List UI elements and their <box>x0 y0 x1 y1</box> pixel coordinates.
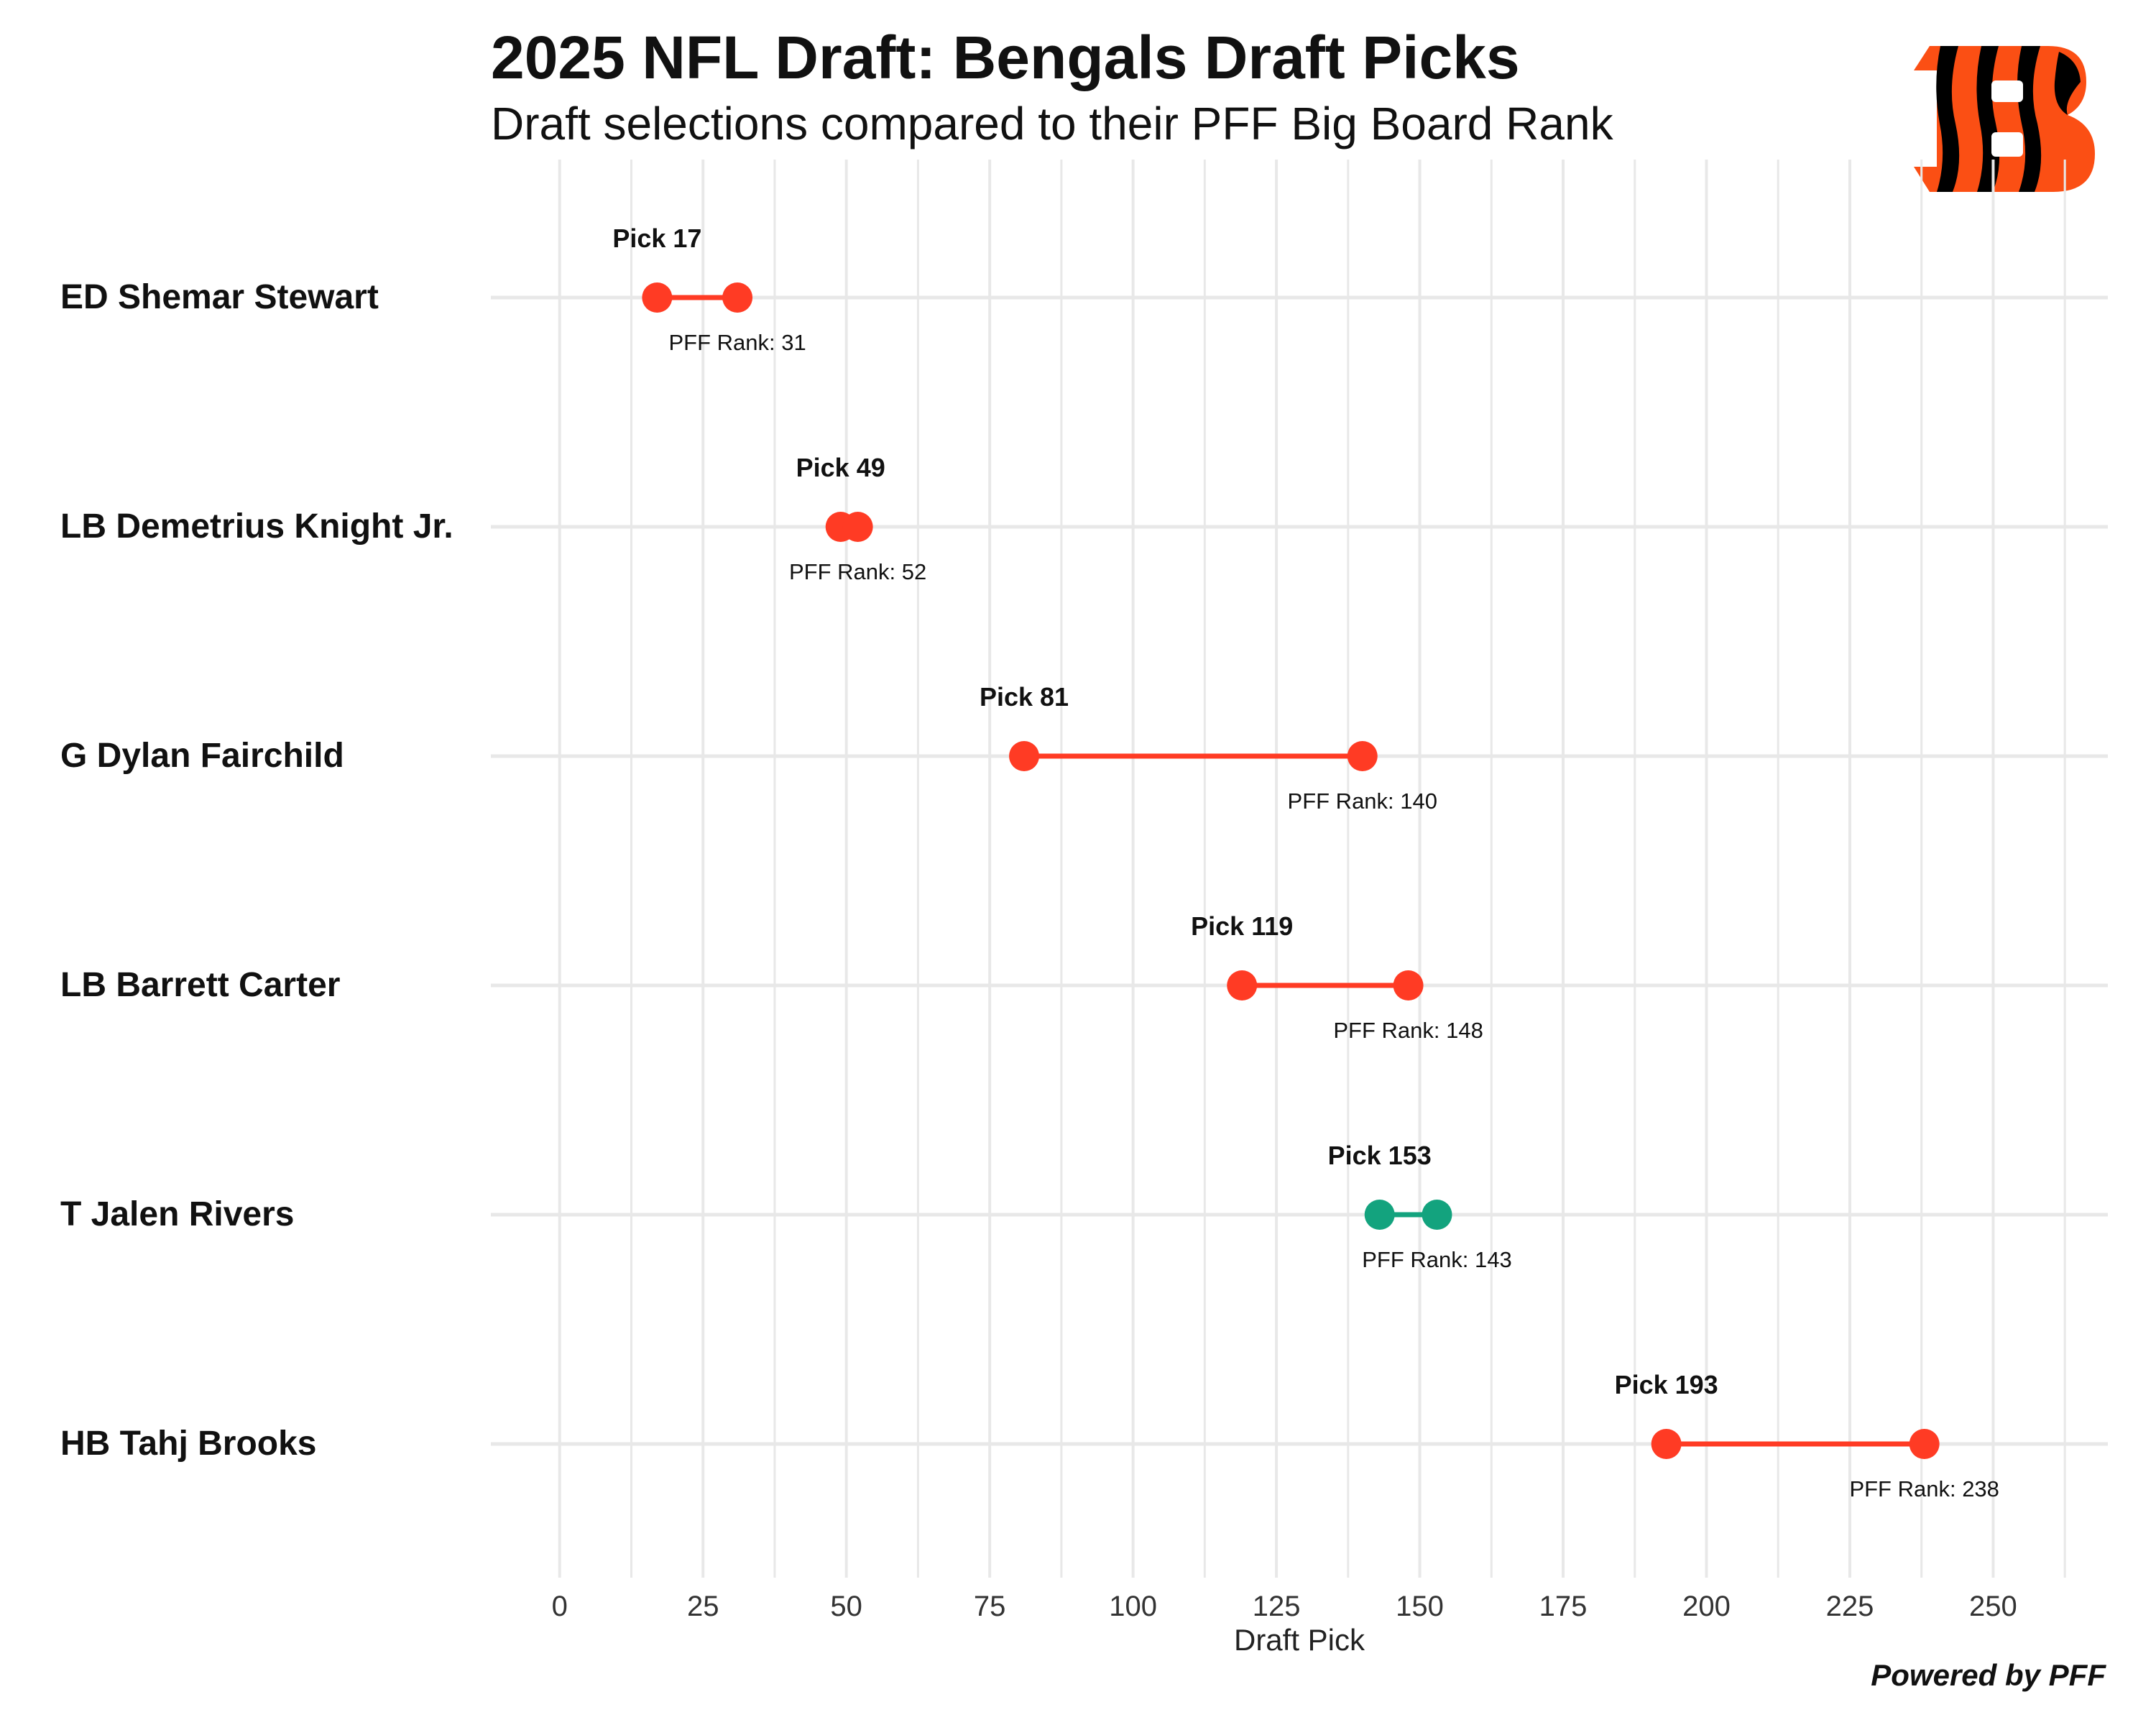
row-layer <box>491 295 2108 1446</box>
powered-by-credit: Powered by PFF <box>1871 1658 2106 1692</box>
x-tick-label: 75 <box>974 1591 1006 1622</box>
x-axis: 0 25 50 75 100 125 150 175 200 225 250 <box>552 1591 2017 1622</box>
pff-rank-point <box>1393 970 1424 1000</box>
x-tick-label: 50 <box>830 1591 862 1622</box>
pff-rank-label: PFF Rank: 238 <box>1849 1476 1999 1501</box>
pff-rank-point <box>1909 1429 1940 1459</box>
x-tick-label: 100 <box>1109 1591 1157 1622</box>
logo-stripe-3 <box>2017 46 2042 192</box>
x-axis-title: Draft Pick <box>1234 1623 1365 1657</box>
pick-label: Pick 153 <box>1328 1141 1432 1170</box>
pick-label: Pick 193 <box>1615 1370 1718 1399</box>
logo-stripe-1 <box>1936 46 1960 192</box>
player-label: LB Demetrius Knight Jr. <box>60 507 453 546</box>
pff-rank-point <box>1364 1200 1395 1230</box>
bengals-logo-icon <box>1914 46 2095 192</box>
mark-layer: ED Shemar Stewart Pick 17 PFF Rank: 31 LB D… <box>60 224 1999 1501</box>
draft-pick-point <box>1422 1200 1452 1230</box>
x-tick-label: 250 <box>1969 1591 2017 1622</box>
pff-rank-label: PFF Rank: 52 <box>789 559 926 584</box>
pff-rank-label: PFF Rank: 140 <box>1288 788 1437 814</box>
draft-pick-point <box>1651 1429 1682 1459</box>
logo-counter-upper <box>1991 80 2023 102</box>
x-tick-label: 175 <box>1539 1591 1588 1622</box>
draft-pick-point <box>1227 970 1258 1000</box>
draft-pick-point <box>1009 741 1040 771</box>
player-label: LB Barrett Carter <box>60 966 340 1004</box>
pff-rank-label: PFF Rank: 143 <box>1362 1247 1511 1272</box>
x-tick-label: 125 <box>1253 1591 1301 1622</box>
logo-counter-lower <box>1991 132 2023 157</box>
chart-title: 2025 NFL Draft: Bengals Draft Picks <box>491 24 1520 91</box>
x-tick-label: 200 <box>1682 1591 1731 1622</box>
grid-layer <box>558 160 2066 1578</box>
chart-subtitle: Draft selections compared to their PFF B… <box>491 98 1613 150</box>
x-tick-label: 225 <box>1826 1591 1874 1622</box>
pff-rank-label: PFF Rank: 148 <box>1333 1018 1483 1043</box>
player-label: HB Tahj Brooks <box>60 1425 316 1463</box>
pick-label: Pick 17 <box>612 224 701 253</box>
pff-rank-label: PFF Rank: 31 <box>668 330 806 355</box>
x-tick-label: 150 <box>1396 1591 1444 1622</box>
player-label: T Jalen Rivers <box>60 1195 295 1233</box>
draft-pick-point <box>642 282 673 313</box>
pick-label: Pick 81 <box>980 682 1069 712</box>
pick-label: Pick 119 <box>1191 911 1293 941</box>
player-label: G Dylan Fairchild <box>60 737 344 775</box>
logo-stripe-4 <box>2054 52 2081 115</box>
pick-label: Pick 49 <box>796 453 885 482</box>
pff-rank-point <box>722 282 753 313</box>
x-tick-label: 0 <box>552 1591 568 1622</box>
pff-rank-point <box>842 512 873 542</box>
x-tick-label: 25 <box>687 1591 719 1622</box>
player-label: ED Shemar Stewart <box>60 278 379 316</box>
pff-rank-point <box>1347 741 1378 771</box>
